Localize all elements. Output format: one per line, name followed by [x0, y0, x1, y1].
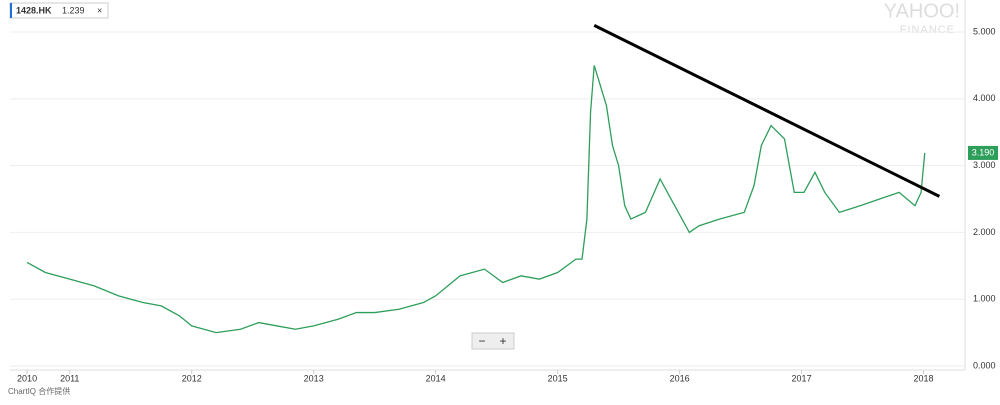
- trend-line: [593, 24, 941, 198]
- x-tick-label: 2011: [60, 373, 79, 383]
- legend-symbol: 1428.HK: [16, 5, 52, 15]
- y-tick-label: 4.000: [973, 93, 996, 103]
- zoom-in[interactable]: +: [499, 334, 506, 348]
- y-tick-label: 0.000: [973, 360, 996, 370]
- y-tick-label: 2.000: [973, 227, 996, 237]
- y-tick-label: 1.000: [973, 294, 996, 304]
- watermark-sub: FINANCE: [900, 24, 955, 36]
- last-price-badge: [968, 145, 998, 160]
- x-tick-label: 2018: [914, 373, 934, 383]
- y-tick-label: 3.000: [973, 160, 996, 170]
- x-tick-label: 2012: [182, 373, 202, 383]
- legend-close[interactable]: ×: [97, 5, 102, 15]
- zoom-out[interactable]: −: [478, 334, 485, 348]
- zoom-panel: [471, 332, 515, 350]
- last-price-label: 3.190: [972, 147, 995, 157]
- y-tick-label: 5.000: [973, 26, 996, 36]
- watermark-title: YAHOO!: [884, 0, 960, 22]
- credit: ChartIQ 合作提供: [8, 386, 70, 396]
- x-tick-label: 2017: [792, 373, 812, 383]
- legend-accent: [10, 3, 12, 18]
- legend-value: 1.239: [62, 5, 85, 15]
- price-line: [26, 65, 926, 334]
- x-tick-label: 2010: [17, 373, 37, 383]
- x-tick-label: 2013: [304, 373, 324, 383]
- x-tick-label: 2014: [426, 373, 446, 383]
- x-tick-label: 2015: [548, 373, 568, 383]
- x-tick-label: 2016: [670, 373, 690, 383]
